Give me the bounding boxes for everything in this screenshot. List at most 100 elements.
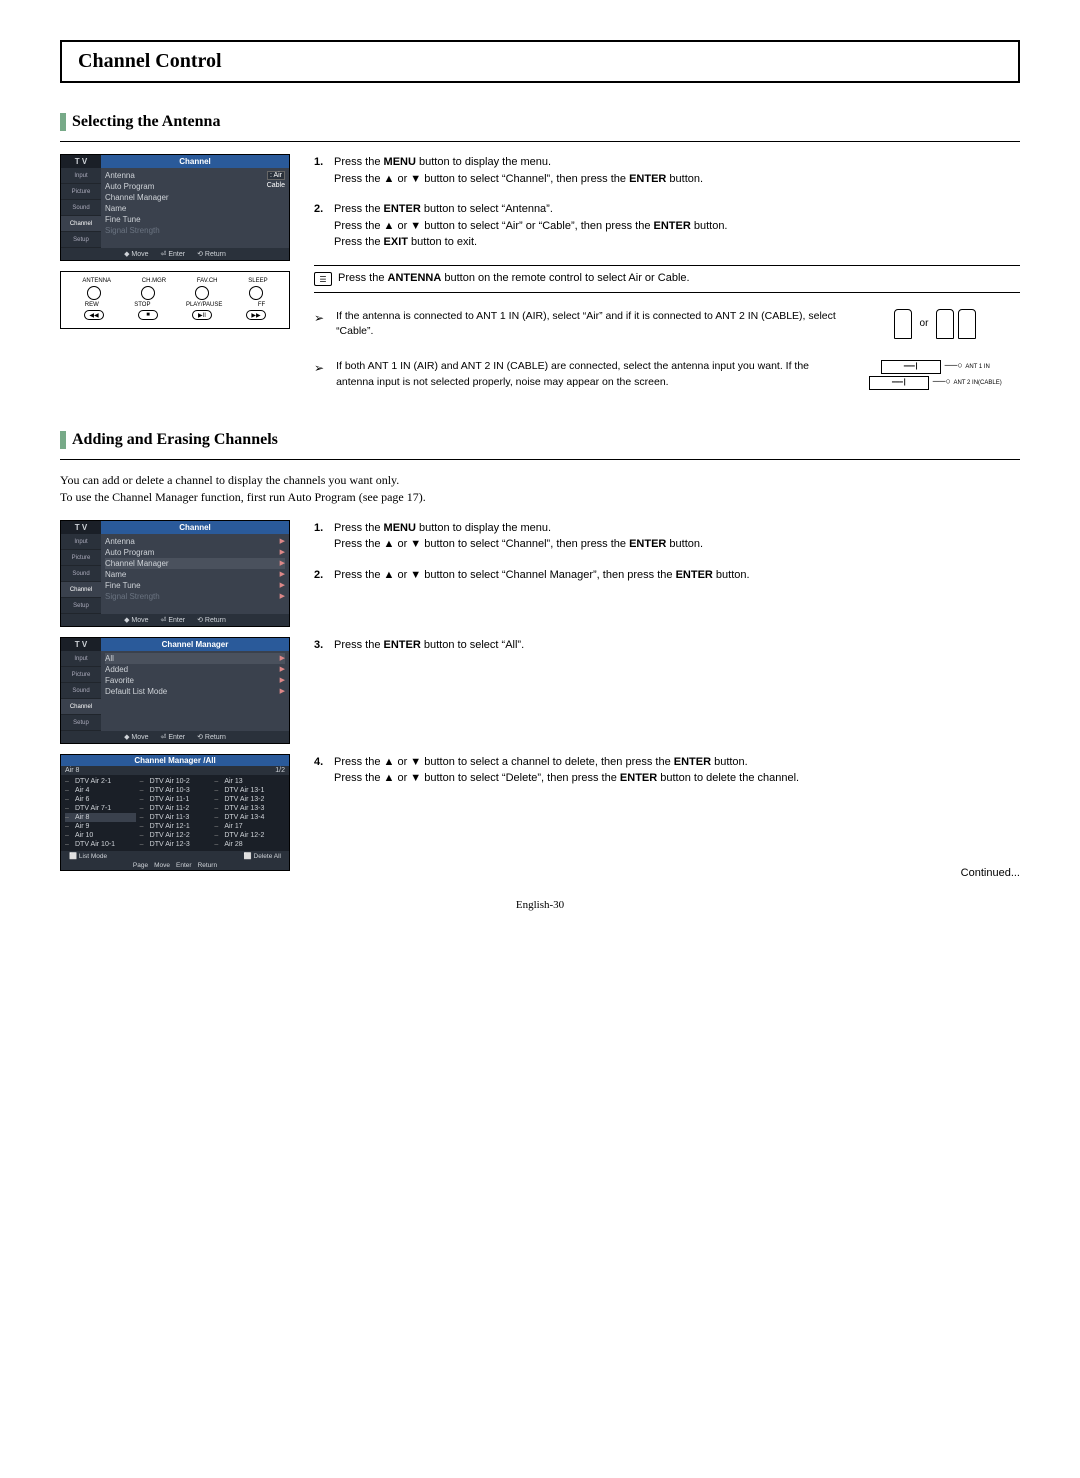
osd-title: Channel	[101, 521, 289, 534]
step-text: Press the MENU button to display the men…	[334, 154, 703, 187]
antenna-diagram-1: or	[850, 309, 1020, 344]
remote-label: STOP	[134, 302, 150, 308]
osd-footer: ◆ Move⏎ Enter⟲ Return	[61, 731, 289, 743]
remote-label: REW	[85, 302, 99, 308]
remote-button: ◀◀	[84, 310, 104, 320]
section-bar-icon	[60, 113, 66, 131]
osd-title: Channel Manager	[101, 638, 289, 651]
channel-cell: DTV Air 12-1	[140, 822, 211, 831]
section1-title: Selecting the Antenna	[72, 113, 220, 131]
divider	[60, 141, 1020, 142]
channel-cell: DTV Air 13-3	[214, 804, 285, 813]
osd-item: Signal Strength▶	[105, 591, 285, 602]
channel-cell: DTV Air 13-2	[214, 795, 285, 804]
osd-item: Antenna▶	[105, 536, 285, 547]
channel-cell: Air 17	[214, 822, 285, 831]
osd-side-tab: Setup	[61, 232, 101, 248]
step-item: 1.Press the MENU button to display the m…	[314, 520, 1020, 553]
section2-body-b: T VChannel Manager InputPictureSoundChan…	[60, 637, 1020, 754]
chmgr-footer: PageMoveEnterReturn	[61, 861, 289, 870]
step-item: 2.Press the ENTER button to select “Ante…	[314, 201, 1020, 251]
osd-channel-manager-select: T VChannel InputPictureSoundChannelSetup…	[60, 520, 290, 627]
section-bar-icon	[60, 431, 66, 449]
osd-side-tab: Picture	[61, 184, 101, 200]
osd-side-tab: Sound	[61, 200, 101, 216]
step-number: 1.	[314, 154, 334, 187]
remote-button	[141, 286, 155, 300]
chmgr-mode-bar: ⬜ List Mode⬜ Delete All	[61, 851, 289, 861]
chmgr-grid: DTV Air 2-1DTV Air 10-2Air 13Air 4DTV Ai…	[61, 775, 289, 851]
osd-items: Antenna▶Auto Program▶Channel Manager▶Nam…	[101, 534, 289, 614]
page-number: English-30	[60, 899, 1020, 911]
tip1: ➢ If the antenna is connected to ANT 1 I…	[314, 309, 1020, 344]
section1-steps: 1.Press the MENU button to display the m…	[314, 154, 1020, 251]
step-text: Press the ENTER button to select “Antenn…	[334, 201, 728, 251]
section1-right: 1.Press the MENU button to display the m…	[314, 154, 1020, 407]
channel-cell: DTV Air 2-1	[65, 777, 136, 786]
osd-side-tab: Channel	[61, 699, 101, 715]
osd-tv-label: T V	[61, 521, 101, 534]
remote-note: ☰ Press the ANTENNA button on the remote…	[314, 265, 1020, 293]
intro-line1: You can add or delete a channel to displ…	[60, 472, 1020, 489]
osd-footer: ◆ Move⏎ Enter⟲ Return	[61, 614, 289, 626]
osd-side-tab: Setup	[61, 715, 101, 731]
channel-cell: DTV Air 12-2	[140, 831, 211, 840]
step-number: 2.	[314, 201, 334, 251]
osd-sidebar: InputPictureSoundChannelSetup	[61, 168, 101, 248]
osd-side-tab: Setup	[61, 598, 101, 614]
tip-arrow-icon: ➢	[314, 359, 324, 391]
osd-item: Channel Manager▶	[105, 558, 285, 569]
osd-side-tab: Input	[61, 168, 101, 184]
channel-manager-list: Channel Manager /All Air 81/2 DTV Air 2-…	[60, 754, 290, 871]
step-number: 3.	[314, 637, 334, 654]
main-title-box: Channel Control	[60, 40, 1020, 81]
remote-label: CH.MGR	[142, 278, 166, 284]
channel-cell: DTV Air 11-3	[140, 813, 211, 822]
step-item: 2.Press the ▲ or ▼ button to select “Cha…	[314, 567, 1020, 584]
step-text: Press the ENTER button to select “All”.	[334, 637, 524, 654]
osd-channel-manager-all: T VChannel Manager InputPictureSoundChan…	[60, 637, 290, 744]
remote-label: FF	[258, 302, 265, 308]
channel-cell: DTV Air 12-3	[140, 840, 211, 849]
section2-body-c: Channel Manager /All Air 81/2 DTV Air 2-…	[60, 754, 1020, 881]
section2-head: Adding and Erasing Channels	[60, 431, 1020, 449]
remote-label: FAV.CH	[197, 278, 218, 284]
channel-cell: Air 13	[214, 777, 285, 786]
remote-button: ▶II	[192, 310, 212, 320]
section2-intro: You can add or delete a channel to displ…	[60, 472, 1020, 506]
osd-item: Antenna: Air	[105, 170, 285, 181]
osd-tv-label: T V	[61, 638, 101, 651]
osd-side-tab: Sound	[61, 683, 101, 699]
step-text: Press the ▲ or ▼ button to select a chan…	[334, 754, 799, 787]
remote-icon: ☰	[314, 272, 332, 286]
step-item: 3.Press the ENTER button to select “All”…	[314, 637, 1020, 654]
remote-button	[249, 286, 263, 300]
channel-cell: Air 6	[65, 795, 136, 804]
tip2: ➢ If both ANT 1 IN (AIR) and ANT 2 IN (C…	[314, 359, 1020, 391]
note-text: Press the ANTENNA button on the remote c…	[338, 272, 690, 286]
divider	[60, 459, 1020, 460]
section1-body: T VChannel InputPictureSoundChannelSetup…	[60, 154, 1020, 407]
osd-item: Fine Tune▶	[105, 580, 285, 591]
section2-steps-a: 1.Press the MENU button to display the m…	[314, 520, 1020, 584]
channel-cell: DTV Air 13-4	[214, 813, 285, 822]
osd-item: Default List Mode▶	[105, 686, 285, 697]
osd-side-tab: Input	[61, 651, 101, 667]
osd-item: Name	[105, 203, 285, 214]
osd-sidebar: InputPictureSoundChannelSetup	[61, 651, 101, 731]
remote-diagram: ANTENNACH.MGRFAV.CHSLEEP REWSTOPPLAY/PAU…	[60, 271, 290, 329]
remote-button	[195, 286, 209, 300]
remote-label: ANTENNA	[82, 278, 111, 284]
step-number: 2.	[314, 567, 334, 584]
osd-sidebar: InputPictureSoundChannelSetup	[61, 534, 101, 614]
step-item: 4.Press the ▲ or ▼ button to select a ch…	[314, 754, 1020, 787]
osd-side-tab: Sound	[61, 566, 101, 582]
channel-cell: DTV Air 11-2	[140, 804, 211, 813]
channel-cell: Air 10	[65, 831, 136, 840]
osd-item: Favorite▶	[105, 675, 285, 686]
step-item: 1.Press the MENU button to display the m…	[314, 154, 1020, 187]
section1-left: T VChannel InputPictureSoundChannelSetup…	[60, 154, 290, 339]
section2-steps-c: 4.Press the ▲ or ▼ button to select a ch…	[314, 754, 1020, 787]
osd-side-tab: Input	[61, 534, 101, 550]
chmgr-subheader: Air 81/2	[61, 766, 289, 775]
